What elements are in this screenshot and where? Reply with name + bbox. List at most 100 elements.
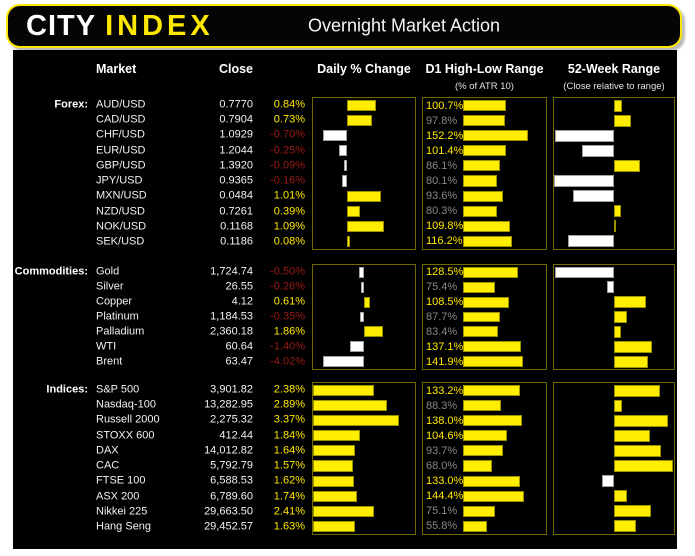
atr-range-bar xyxy=(463,460,492,472)
daily-change-bar xyxy=(338,145,347,157)
daily-chart-row xyxy=(313,173,415,188)
table-row: Commodities: Gold 1,724.74 -0.50% xyxy=(13,264,312,279)
daily-chart-row xyxy=(313,265,415,280)
market-label: STOXX 600 xyxy=(96,429,155,442)
daily-change-bar xyxy=(323,130,347,142)
section-rows: Forex: AUD/USD 0.7770 0.84% CAD/USD 0.7904 0.7… xyxy=(13,97,312,250)
atr-range-label: 55.8% xyxy=(426,520,458,533)
daily-change-value: 0.39% xyxy=(273,205,305,218)
market-label: EUR/USD xyxy=(96,144,146,157)
city-index-logo: CITY INDEX xyxy=(26,10,214,43)
daily-change-value: -0.50% xyxy=(270,265,305,278)
market-label: ASX 200 xyxy=(96,490,140,503)
atr-chart-row: 86.1% xyxy=(423,158,546,173)
daily-change-bar xyxy=(313,475,355,487)
daily-chart-row xyxy=(313,504,415,519)
daily-change-value: -0.26% xyxy=(270,280,305,293)
column-header-close: Close xyxy=(218,62,253,76)
atr-range-chart: 100.7% 97.8% 152.2% 101.4% 86.1% 80.1% 93.6% 80… xyxy=(422,97,547,250)
atr-range-label: 80.3% xyxy=(426,205,458,218)
daily-change-value: 1.63% xyxy=(273,520,305,533)
daily-chart-row xyxy=(313,443,415,458)
close-value: 0.7904 xyxy=(219,113,253,126)
table-row: Russell 2000 2,275.32 3.37% xyxy=(13,413,312,428)
daily-chart-row xyxy=(313,310,415,325)
daily-change-bar xyxy=(347,220,385,232)
market-label: Russell 2000 xyxy=(96,413,160,426)
week52-chart-row xyxy=(554,265,674,280)
daily-change-value: 0.08% xyxy=(273,235,305,248)
page-title: Overnight Market Action xyxy=(307,15,501,36)
market-label: NOK/USD xyxy=(96,220,147,233)
daily-change-bar xyxy=(347,235,350,247)
atr-chart-row: 133.2% xyxy=(423,383,546,398)
atr-range-label: 100.7% xyxy=(426,99,464,112)
close-value: 0.7261 xyxy=(219,205,253,218)
table-row: NOK/USD 0.1168 1.09% xyxy=(13,219,312,234)
week52-chart-row xyxy=(554,219,674,234)
daily-chart-row xyxy=(313,474,415,489)
week52-chart-row xyxy=(554,143,674,158)
week52-chart-row xyxy=(554,489,674,504)
daily-change-bar xyxy=(347,100,376,112)
week52-chart-row xyxy=(554,280,674,295)
atr-chart-row: 75.4% xyxy=(423,280,546,295)
week52-range-bar xyxy=(581,144,614,157)
atr-range-bar xyxy=(463,490,525,502)
atr-range-bar xyxy=(463,311,501,323)
week52-range-bar xyxy=(614,296,647,309)
week52-range-bar xyxy=(614,505,652,518)
daily-chart-row xyxy=(313,324,415,339)
close-value: 0.9365 xyxy=(219,174,253,187)
daily-chart-row xyxy=(313,189,415,204)
close-value: 6,588.53 xyxy=(210,474,253,487)
daily-chart-row xyxy=(313,219,415,234)
daily-change-bar xyxy=(364,296,371,308)
atr-range-bar xyxy=(463,326,499,338)
daily-chart-row xyxy=(313,354,415,369)
daily-change-value: -0.16% xyxy=(270,174,305,187)
close-value: 0.7770 xyxy=(219,98,253,111)
atr-chart-row: 80.3% xyxy=(423,204,546,219)
atr-range-label: 75.1% xyxy=(426,505,458,518)
daily-change-value: 2.38% xyxy=(273,383,305,396)
column-header-52week: 52-Week Range xyxy=(567,62,661,76)
market-label: Brent xyxy=(96,355,123,368)
table-row: Silver 26.55 -0.26% xyxy=(13,279,312,294)
week52-range-bar xyxy=(555,266,614,279)
close-value: 2,360.18 xyxy=(210,325,253,338)
week52-chart-row xyxy=(554,458,674,473)
close-value: 29,452.57 xyxy=(204,520,253,533)
table-row: Palladium 2,360.18 1.86% xyxy=(13,325,312,340)
daily-chart-row xyxy=(313,489,415,504)
week52-chart-row xyxy=(554,295,674,310)
daily-chart-row xyxy=(313,398,415,413)
atr-range-label: 83.4% xyxy=(426,325,458,338)
atr-chart-row: 104.6% xyxy=(423,428,546,443)
close-value: 0.0484 xyxy=(219,189,253,202)
daily-chart-row xyxy=(313,204,415,219)
daily-change-value: 0.84% xyxy=(273,98,305,111)
atr-chart-row: 88.3% xyxy=(423,398,546,413)
daily-change-bar xyxy=(364,326,383,338)
daily-chart-row xyxy=(313,113,415,128)
close-value: 26.55 xyxy=(225,280,253,293)
atr-range-chart: 128.5% 75.4% 108.5% 87.7% 83.4% 137.1% 141.9% xyxy=(422,264,547,370)
market-label: Nasdaq-100 xyxy=(96,398,156,411)
atr-range-bar xyxy=(463,296,510,308)
market-label: NZD/USD xyxy=(96,205,145,218)
daily-change-value: 1.62% xyxy=(273,474,305,487)
daily-change-bar xyxy=(349,341,364,353)
week52-chart-row xyxy=(554,519,674,534)
section-label: Forex: xyxy=(54,98,88,111)
daily-change-value: -0.70% xyxy=(270,128,305,141)
week52-range-bar xyxy=(614,205,622,218)
market-label: CAC xyxy=(96,459,120,472)
close-value: 29,663.50 xyxy=(204,505,253,518)
daily-change-chart xyxy=(312,382,416,535)
daily-change-bar xyxy=(358,267,364,278)
atr-range-bar xyxy=(463,475,520,487)
week52-range-bar xyxy=(614,384,660,397)
atr-range-label: 109.8% xyxy=(426,220,464,233)
week52-chart-row xyxy=(554,383,674,398)
